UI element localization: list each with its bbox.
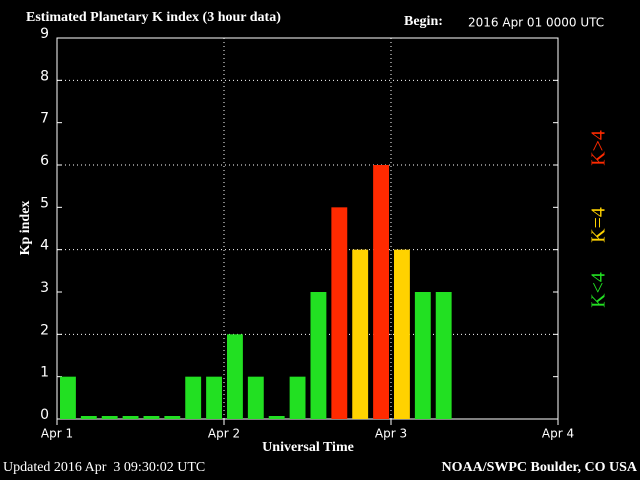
y-tick-label: 5: [40, 195, 49, 211]
chart-title: Estimated Planetary K index (3 hour data…: [26, 10, 281, 25]
legend-entry: K=4: [588, 207, 610, 243]
bar: [331, 207, 348, 419]
y-tick-label: 1: [40, 365, 49, 381]
x-tick-label: Apr 2: [208, 427, 240, 441]
bar: [373, 165, 389, 419]
bar: [60, 376, 76, 419]
x-tick-label: Apr 3: [375, 427, 407, 441]
bar: [268, 416, 285, 419]
y-tick-label: 9: [40, 26, 49, 42]
plot-frame: [56, 37, 559, 420]
bar: [206, 376, 222, 419]
y-tick-label: 6: [40, 153, 49, 169]
bar: [164, 416, 181, 419]
x-tick-label: Apr 4: [542, 427, 574, 441]
bar: [414, 292, 431, 419]
bar: [352, 249, 369, 419]
legend-entry: K>4: [588, 130, 610, 166]
bar: [435, 292, 452, 419]
bar: [227, 334, 243, 419]
bar: [394, 249, 410, 419]
begin-label: Begin:: [404, 14, 443, 29]
y-tick-label: 0: [40, 407, 49, 423]
bar: [143, 416, 160, 419]
bar: [122, 416, 139, 419]
y-tick-label: 8: [40, 68, 49, 84]
legend-entry: K<4: [588, 272, 610, 308]
footer-source: NOAA/SWPC Boulder, CO USA: [441, 460, 637, 475]
y-tick-label: 3: [40, 280, 49, 296]
footer-updated: Updated 2016 Apr 3 09:30:02 UTC: [3, 460, 205, 475]
bar: [310, 292, 327, 419]
y-tick-label: 2: [40, 322, 49, 338]
bar: [80, 416, 97, 419]
bar: [185, 376, 202, 419]
bar: [101, 416, 118, 419]
x-axis-label: Universal Time: [262, 440, 354, 455]
y-tick-label: 7: [40, 111, 49, 127]
y-axis-label: Kp index: [18, 201, 33, 256]
bar: [289, 376, 306, 419]
begin-value: 2016 Apr 01 0000 UTC: [468, 16, 604, 30]
y-tick-label: 4: [40, 238, 49, 254]
x-tick-label: Apr 1: [41, 427, 73, 441]
bar: [247, 376, 264, 419]
